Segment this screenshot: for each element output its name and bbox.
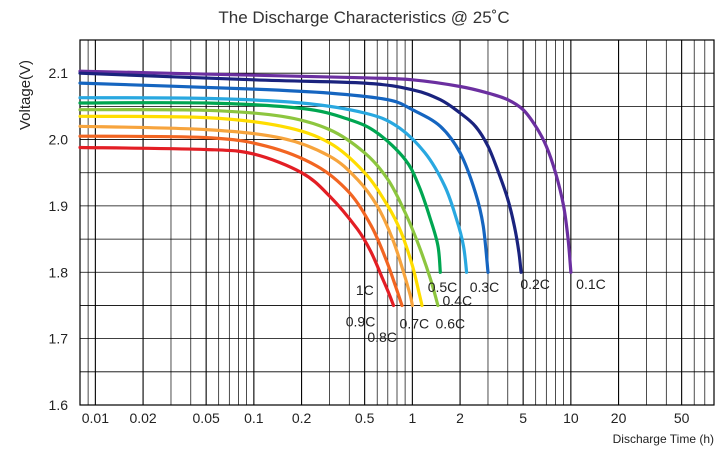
- series-label-0-1C: 0.1C: [576, 276, 606, 292]
- series-line-0-3C: [78, 81, 490, 274]
- series-line-0-2C: [78, 71, 523, 274]
- tick-labels: 0.01 0.02 0.05 0.1 0.2 0.5 1 2 5 10 20 50 1.6 1.7 1.8 1…: [49, 65, 690, 426]
- series-line-1C: [78, 145, 396, 308]
- x-tick-label: 0.2: [292, 410, 312, 426]
- series-line-0-7C: [78, 114, 424, 308]
- y-tick-label: 1.9: [49, 198, 69, 214]
- y-tick-label: 2.0: [49, 132, 69, 148]
- series-line-0-1C: [78, 69, 573, 274]
- series-line-0-8C: [78, 124, 414, 308]
- x-tick-label: 0.5: [355, 410, 375, 426]
- x-tick-label: 20: [611, 410, 627, 426]
- series-label-0-8C: 0.8C: [367, 329, 397, 345]
- y-tick-label: 1.7: [49, 331, 69, 347]
- series-line-0-5C: [78, 101, 442, 274]
- x-tick-label: 2: [456, 410, 464, 426]
- x-axis-label: Discharge Time (h): [613, 432, 714, 446]
- series-label-0-2C: 0.2C: [520, 276, 550, 292]
- chart-title: The Discharge Characteristics @ 25˚C: [218, 8, 510, 27]
- x-tick-label: 1: [408, 410, 416, 426]
- series-lines: [78, 69, 573, 308]
- series-label-0-3C: 0.3C: [470, 279, 500, 295]
- x-tick-label: 0.02: [129, 410, 156, 426]
- series-line-0-9C: [78, 134, 404, 308]
- series-label-0-5C: 0.5C: [428, 279, 458, 295]
- y-axis-label: Voltage(V): [17, 60, 34, 130]
- y-tick-label: 2.1: [49, 65, 69, 81]
- series-label-0-4C: 0.4C: [443, 292, 473, 308]
- x-tick-label: 50: [674, 410, 690, 426]
- series-label-0-6C: 0.6C: [436, 316, 466, 332]
- series-label-1C: 1C: [356, 282, 374, 298]
- x-tick-label: 5: [519, 410, 527, 426]
- series-label-0-9C: 0.9C: [346, 314, 376, 330]
- x-tick-label: 10: [563, 410, 579, 426]
- x-tick-label: 0.05: [193, 410, 220, 426]
- series-line-0-6C: [78, 108, 440, 308]
- series-labels: 0.1C 0.2C 0.3C0.4C0.5C 0.6C 0.7C0.8C0.9C 1C: [346, 276, 606, 345]
- series-line-0-4C: [78, 96, 469, 274]
- y-tick-label: 1.8: [49, 264, 69, 280]
- y-tick-label: 1.6: [49, 397, 69, 413]
- plot-frame: [79, 39, 715, 406]
- x-tick-label: 0.1: [244, 410, 264, 426]
- series-label-0-7C: 0.7C: [400, 316, 430, 332]
- x-tick-label: 0.01: [82, 410, 109, 426]
